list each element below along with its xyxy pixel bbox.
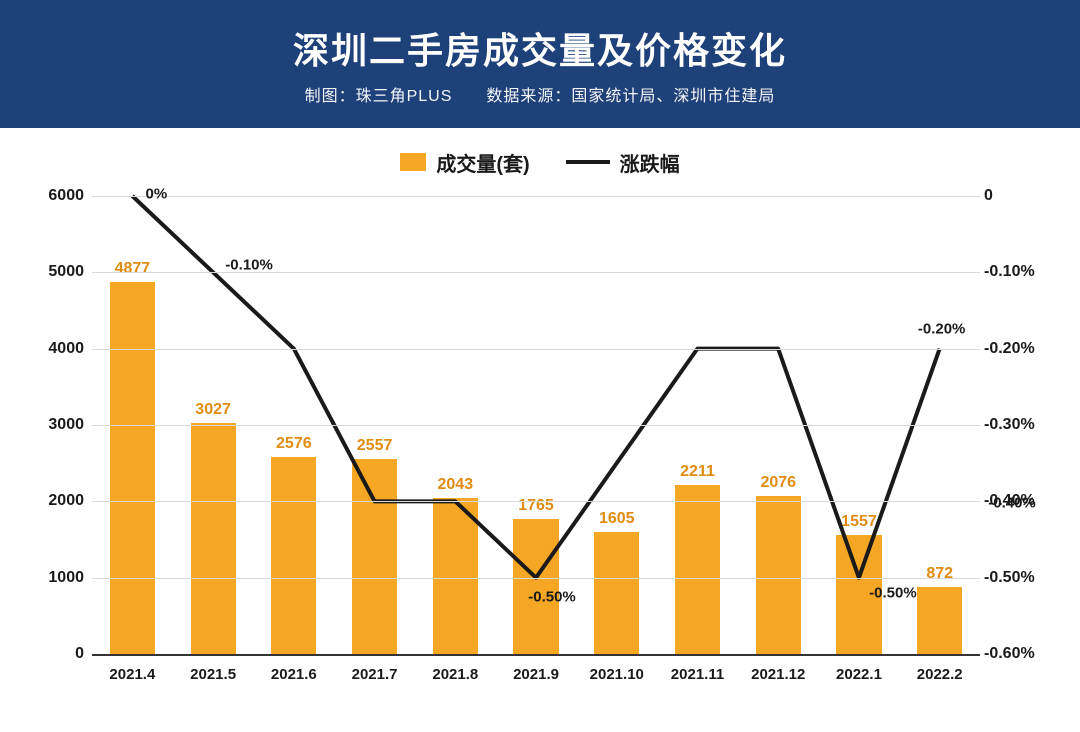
x-tick: 2022.1 — [819, 656, 900, 690]
chart-header: 深圳二手房成交量及价格变化 制图：珠三角PLUS 数据来源：国家统计局、深圳市住… — [0, 0, 1080, 128]
line-value-label: -0.40% — [988, 494, 1036, 511]
y-left-tick: 1000 — [34, 569, 84, 587]
y-right-tick: 0 — [984, 187, 1052, 205]
y-left-tick: 2000 — [34, 492, 84, 510]
y-left-tick: 3000 — [34, 416, 84, 434]
x-axis: 2021.42021.52021.62021.72021.82021.92021… — [92, 656, 980, 690]
x-tick: 2021.8 — [415, 656, 496, 690]
legend-bar-label: 成交量(套) — [436, 148, 529, 177]
line-path — [132, 196, 939, 578]
y-right-tick: -0.50% — [984, 569, 1052, 587]
grid-line — [92, 349, 980, 350]
y-left-tick: 6000 — [34, 187, 84, 205]
y-left-tick: 4000 — [34, 340, 84, 358]
y-right-tick: -0.60% — [984, 645, 1052, 663]
x-tick: 2021.7 — [334, 656, 415, 690]
y-right-tick: -0.30% — [984, 416, 1052, 434]
chart-title: 深圳二手房成交量及价格变化 — [293, 22, 787, 74]
legend: 成交量(套) 涨跌幅 — [0, 134, 1080, 190]
line-value-label: -0.50% — [869, 585, 917, 602]
y-left-tick: 5000 — [34, 263, 84, 281]
y-right-tick: -0.10% — [984, 263, 1052, 281]
line-value-label: -0.10% — [225, 256, 273, 273]
grid-line — [92, 578, 980, 579]
x-tick: 2021.6 — [253, 656, 334, 690]
legend-line: 涨跌幅 — [566, 148, 680, 177]
line-value-label: -0.50% — [528, 589, 576, 606]
x-tick: 2021.11 — [657, 656, 738, 690]
legend-line-label: 涨跌幅 — [620, 148, 680, 177]
legend-bar: 成交量(套) — [400, 148, 529, 177]
x-tick: 2021.12 — [738, 656, 819, 690]
line-value-label: 0% — [146, 186, 168, 203]
legend-bar-swatch — [400, 153, 426, 171]
x-tick: 2022.2 — [899, 656, 980, 690]
y-right-tick: -0.20% — [984, 340, 1052, 358]
x-tick: 2021.5 — [173, 656, 254, 690]
x-tick: 2021.4 — [92, 656, 173, 690]
x-tick: 2021.10 — [576, 656, 657, 690]
legend-line-swatch — [566, 160, 610, 164]
grid-line — [92, 501, 980, 502]
line-value-label: -0.20% — [918, 321, 966, 338]
chart-area: 4877302725762557204317651605221120761557… — [34, 190, 1052, 690]
y-left-tick: 0 — [34, 645, 84, 663]
plot-area: 4877302725762557204317651605221120761557… — [92, 196, 980, 656]
grid-line — [92, 196, 980, 197]
x-tick: 2021.9 — [496, 656, 577, 690]
grid-line — [92, 425, 980, 426]
chart-subtitle: 制图：珠三角PLUS 数据来源：国家统计局、深圳市住建局 — [305, 82, 776, 106]
